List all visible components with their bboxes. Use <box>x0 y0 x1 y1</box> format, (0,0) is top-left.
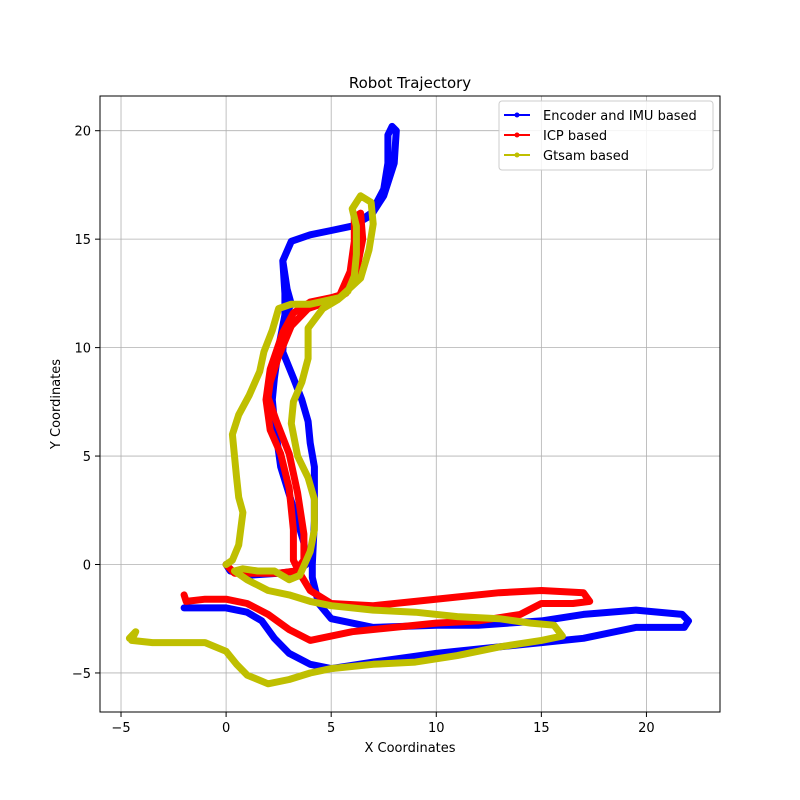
x-tick-label: 15 <box>533 721 550 736</box>
y-axis-label: Y Coordinates <box>49 359 64 450</box>
axis-ticks: −5 0 5 10 15 20 −5 0 5 10 15 20 <box>72 125 655 736</box>
y-tick-label: 15 <box>74 233 91 248</box>
series-line-1 <box>180 209 594 644</box>
legend: Encoder and IMU based ICP based Gtsam base… <box>498 100 714 171</box>
x-tick-label: 5 <box>327 721 335 736</box>
x-tick-label: 10 <box>428 721 445 736</box>
grid <box>100 96 720 712</box>
y-tick-label: 0 <box>83 559 91 574</box>
x-tick-label: 20 <box>638 721 655 736</box>
y-tick-label: 10 <box>74 342 91 357</box>
x-tick-label: −5 <box>111 721 130 736</box>
x-axis-label: X Coordinates <box>364 741 455 756</box>
y-tick-label: 20 <box>74 125 91 140</box>
x-tick-label: 0 <box>222 721 230 736</box>
legend-box <box>498 100 714 171</box>
y-tick-label: 5 <box>83 450 91 465</box>
series-line-2 <box>125 192 566 688</box>
series-layer <box>125 122 692 688</box>
y-tick-label: −5 <box>72 667 91 682</box>
legend-swatch-marker <box>514 112 520 118</box>
chart-title: Robot Trajectory <box>349 74 471 92</box>
legend-entry-label: ICP based <box>543 129 607 144</box>
legend-entry-label: Encoder and IMU based <box>543 109 697 124</box>
legend-swatch-marker <box>514 132 520 138</box>
legend-swatch-marker <box>514 152 520 158</box>
plot-frame <box>99 95 721 713</box>
legend-entry-label: Gtsam based <box>543 149 629 164</box>
